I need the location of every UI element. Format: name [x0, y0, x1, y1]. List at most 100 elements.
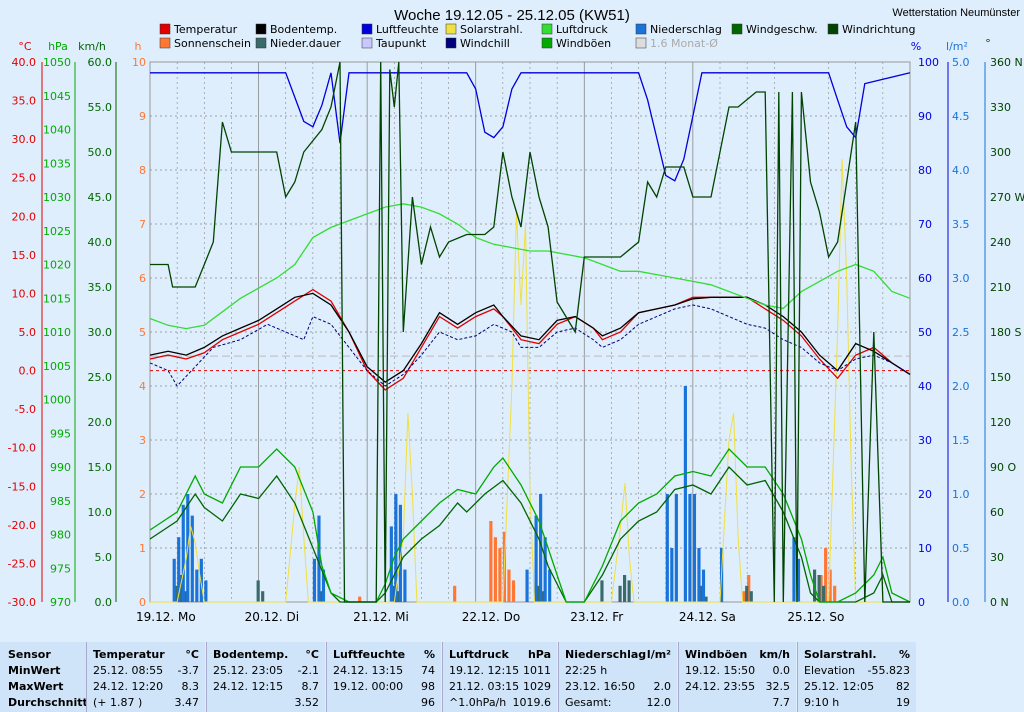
stats-value: 98: [421, 680, 435, 693]
sunshine-bar: [507, 569, 511, 602]
direction-tick-label: 300: [990, 146, 1011, 159]
rain-bar: [172, 558, 176, 602]
legend-label: Bodentemp.: [270, 23, 337, 36]
rain-tick-label: 4.5: [952, 110, 970, 123]
stats-label: 9:10 h: [804, 696, 840, 709]
axes: 40.035.030.025.020.015.010.05.00.0-5.0-1…: [8, 56, 1024, 624]
pressure-tick-label: 980: [50, 529, 71, 542]
sunshine-bar: [489, 521, 493, 602]
legend-swatch: [361, 37, 373, 49]
press-unit: hPa: [48, 40, 68, 53]
x-tick-label: 24.12. Sa: [679, 610, 736, 624]
humidity-tick-label: 40: [918, 380, 932, 393]
series-windb-enline: [149, 447, 911, 603]
rain-bar: [670, 548, 674, 602]
legend-swatch: [255, 23, 267, 35]
legend-label: Windböen: [556, 37, 611, 50]
stats-value: 82: [896, 680, 910, 693]
stats-unit: %: [898, 648, 910, 661]
dir-unit: °: [985, 37, 991, 50]
legend-label: Windrichtung: [842, 23, 915, 36]
stats-niederschlag: Niederschlag l/m² 22:25 h 23.12. 16:50 2.0 Ge…: [558, 642, 677, 712]
temp-tick-label: -10.0: [8, 442, 36, 455]
stats-label: 23.12. 16:50: [565, 680, 636, 693]
rain-tick-label: 4.0: [952, 164, 970, 177]
rain-tick-label: 1.0: [952, 488, 970, 501]
legend-item: Taupunkt: [361, 37, 427, 50]
stats-label: 19.12. 12:15: [449, 664, 520, 677]
sunshine-bar: [498, 548, 502, 602]
precip-duration-bar: [179, 575, 183, 602]
legend-item: Windböen: [541, 37, 611, 50]
sensor-header: Sensor: [8, 648, 51, 661]
temp-tick-label: 35.0: [12, 95, 37, 108]
pressure-tick-label: 1030: [43, 191, 71, 204]
temp-tick-label: 10.0: [12, 287, 37, 300]
sun-unit: h: [135, 40, 142, 53]
wind-tick-label: 15.0: [88, 461, 113, 474]
sun-tick-label: 2: [139, 488, 146, 501]
humidity-tick-label: 30: [918, 434, 932, 447]
legend-item: Windrichtung: [827, 23, 915, 36]
rain-tick-label: 2.5: [952, 326, 970, 339]
legend-label: Temperatur: [173, 23, 238, 36]
wind-unit: km/h: [78, 40, 106, 53]
stats-label: 22:25 h: [565, 664, 608, 677]
rain-bar: [548, 569, 552, 602]
sunshine-bar: [819, 575, 823, 602]
sun-tick-label: 4: [139, 380, 146, 393]
legend-swatch: [541, 37, 553, 49]
pressure-tick-label: 975: [50, 562, 71, 575]
legend-label: Solarstrahl.: [460, 23, 523, 36]
legend-label: 1.6 Monat-Ø: [650, 37, 718, 50]
series-windgeschw-line: [149, 465, 910, 603]
legend-item: Luftdruck: [541, 23, 608, 36]
legend-item: Windgeschw.: [731, 23, 818, 36]
rain-bar: [674, 494, 678, 602]
wind-tick-label: 40.0: [88, 236, 113, 249]
sun-tick-label: 8: [139, 164, 146, 177]
stats-label: 25.12. 23:05: [213, 664, 284, 677]
direction-tick-label: 360 N: [990, 56, 1023, 69]
direction-tick-label: 90 O: [990, 461, 1016, 474]
temp-tick-label: 5.0: [19, 326, 37, 339]
sunshine-bar: [742, 591, 746, 602]
temp-tick-label: 40.0: [12, 56, 37, 69]
rain-bar: [394, 494, 398, 602]
legend-swatch: [159, 23, 171, 35]
precip-duration-bar: [822, 585, 826, 602]
rain-bar: [190, 515, 194, 602]
legend-label: Windchill: [460, 37, 510, 50]
windchill-line: [149, 304, 911, 387]
stats-sensor: Sensor MinWert MaxWert Durchschnitt: [0, 642, 88, 712]
stats-label: 25.12. 12:05: [804, 680, 875, 693]
rain-bar: [181, 504, 185, 602]
wind-tick-label: 45.0: [88, 191, 113, 204]
humidity-tick-label: 80: [918, 164, 932, 177]
legend-swatch: [731, 23, 743, 35]
rain-bar: [796, 558, 801, 602]
sunshine-bar: [453, 585, 457, 602]
direction-tick-label: 60: [990, 506, 1004, 519]
legend-label: Luftfeuchte: [376, 23, 439, 36]
direction-tick-label: 120: [990, 416, 1011, 429]
temp-tick-label: -5.0: [15, 403, 36, 416]
pressure-tick-label: 990: [50, 461, 71, 474]
sun-tick-label: 10: [132, 56, 146, 69]
temp-tick-label: -30.0: [8, 596, 36, 609]
rain-bar: [683, 386, 687, 602]
rain-bar: [317, 515, 321, 602]
pressure-tick-label: 995: [50, 427, 71, 440]
pressure-tick-label: 1015: [43, 292, 71, 305]
stats-header: Bodentemp.: [213, 648, 289, 661]
stats-value: 74: [421, 664, 435, 677]
series-luftdruckline: [149, 203, 911, 330]
sunshine-bar: [833, 585, 837, 602]
stats-value: 1029: [523, 680, 551, 693]
legend-label: Luftdruck: [556, 23, 608, 36]
stats-value: 0.0: [772, 664, 791, 677]
temp-tick-label: 15.0: [12, 249, 37, 262]
rain-tick-label: 1.5: [952, 434, 970, 447]
stats-unit: hPa: [527, 648, 551, 661]
rain-bar: [534, 515, 538, 602]
